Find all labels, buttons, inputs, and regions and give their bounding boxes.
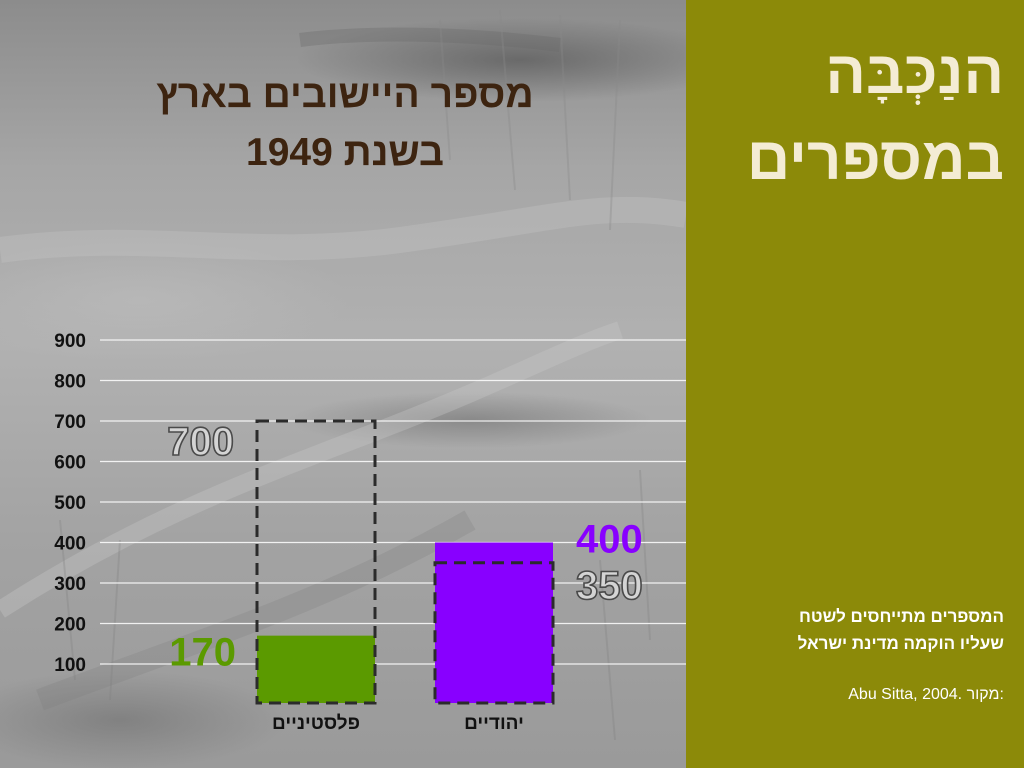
- bar-palestinians-dashed: [255, 419, 377, 705]
- category-label-palestinians: פלסטיניים: [272, 713, 360, 734]
- bar-jews-actual: [435, 542, 553, 703]
- bar-palestinians-actual: [257, 635, 375, 703]
- value-label-jews-actual: 400: [576, 518, 643, 562]
- value-label-palestinians-dashed: 700: [167, 420, 234, 464]
- sidebar-title-line2: במספרים: [746, 125, 1004, 192]
- scope-note-line1: המספרים מתייחסים לשטח: [798, 607, 1004, 626]
- y-tick-label: 500: [54, 493, 86, 514]
- y-tick-label: 900: [54, 331, 86, 352]
- y-tick-label: 600: [54, 453, 86, 474]
- category-label-jews: יהודיים: [464, 713, 524, 734]
- scope-note-line2: שעליו הוקמה מדינת ישראל: [797, 634, 1004, 653]
- y-tick-label: 800: [54, 372, 86, 393]
- sidebar-panel: [686, 0, 1024, 768]
- landscape-texture: [0, 9, 686, 741]
- chart-title-line2: בשנת 1949: [246, 131, 444, 174]
- chart-title: מספר היישובים בארץ בשנת 1949: [100, 66, 590, 182]
- y-tick-label: 200: [54, 615, 86, 636]
- y-tick-label: 700: [54, 412, 86, 433]
- source-text: Abu Sitta, 2004.: [848, 686, 963, 703]
- bar-chart: 100 200 300 400 500 600 700 800 900 פלסטיניים יהוד…: [54, 331, 644, 734]
- bar-jews-dashed: [433, 561, 555, 705]
- sidebar-title: הנַכְּבָּה במספרים: [747, 30, 1004, 202]
- y-tick-label: 100: [54, 655, 86, 676]
- y-tick-label: 300: [54, 574, 86, 595]
- value-label-jews-dashed: 350: [576, 564, 643, 608]
- chart-title-line1: מספר היישובים בארץ: [156, 73, 534, 116]
- sidebar-title-line1: הנַכְּבָּה: [825, 39, 1004, 106]
- source-label: מקור:: [966, 686, 1004, 703]
- y-tick-label: 400: [54, 534, 86, 555]
- source-citation: Abu Sitta, 2004. מקור:: [848, 686, 1004, 704]
- value-label-palestinians-actual: 170: [169, 631, 236, 675]
- scope-note: המספרים מתייחסים לשטח שעליו הוקמה מדינת …: [798, 603, 1004, 657]
